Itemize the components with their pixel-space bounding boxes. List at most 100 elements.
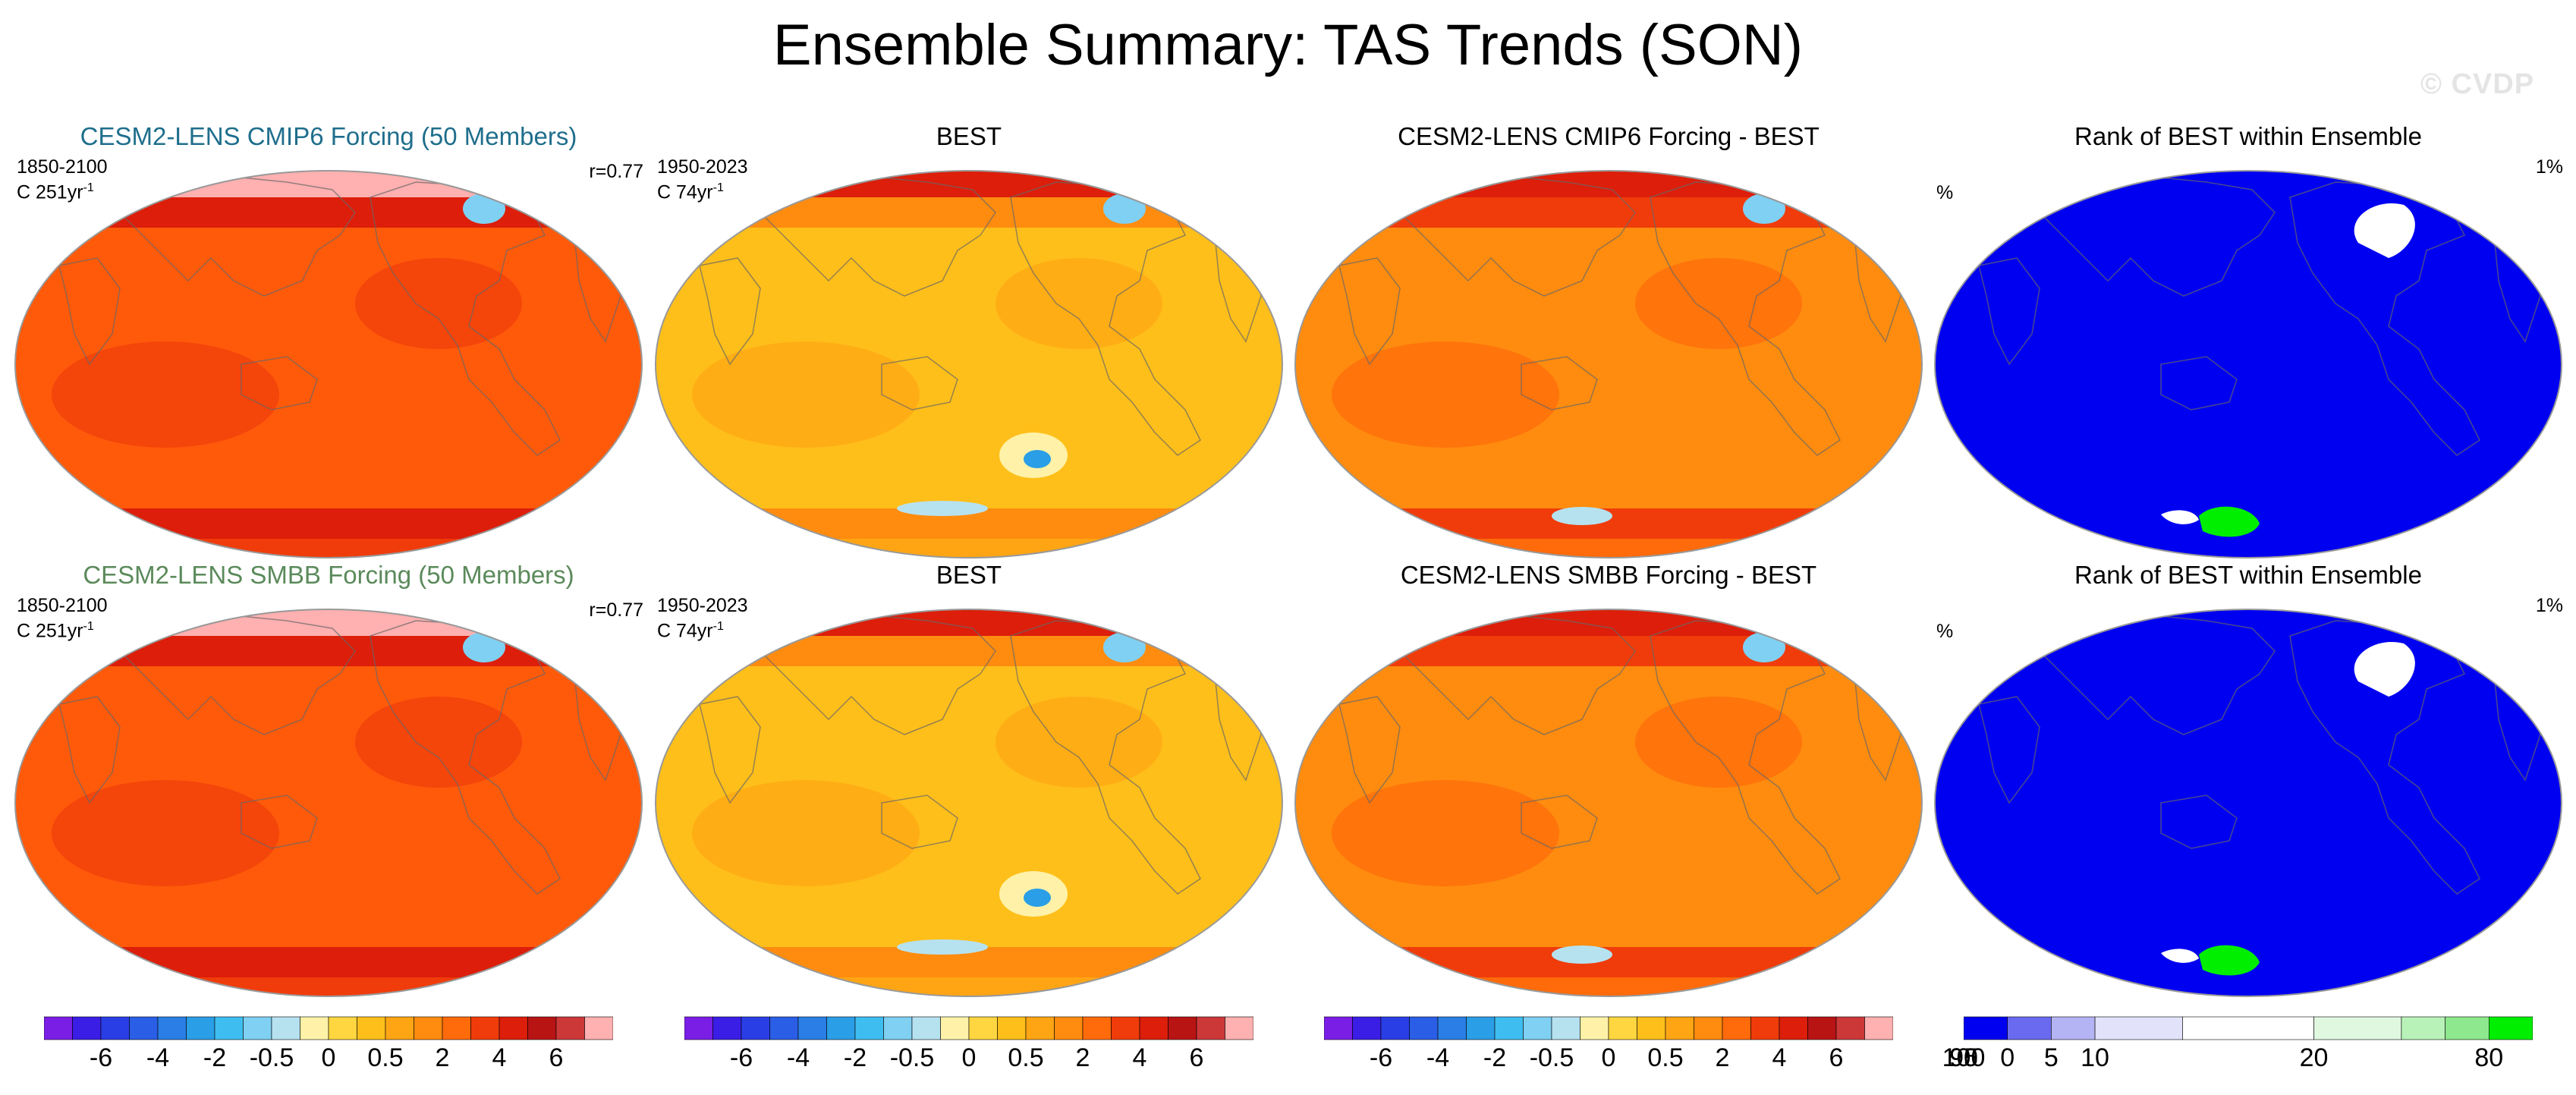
significance-label: 1% bbox=[2535, 595, 2563, 616]
colorbar-swatch bbox=[826, 1016, 856, 1040]
colorbar-tick: -6 bbox=[729, 1043, 753, 1072]
high-latitude-band bbox=[656, 636, 1282, 666]
colorbar-swatch bbox=[414, 1016, 443, 1040]
colorbar-tick: 10 bbox=[2081, 1043, 2109, 1072]
colorbar-swatch bbox=[1225, 1016, 1253, 1040]
arctic-band bbox=[1295, 171, 1922, 197]
trend-colorbar-3: -6 -4 -2 -0.5 0 0.5 2 4 6 bbox=[1324, 1015, 1893, 1087]
rank-white-patch bbox=[2161, 949, 2199, 963]
colorbar-tick: -4 bbox=[146, 1043, 170, 1072]
colorbar-swatch bbox=[2489, 1016, 2533, 1040]
panel-title: CESM2-LENS SMBB Forcing - BEST bbox=[1400, 561, 1817, 589]
southern-ocean-band bbox=[15, 508, 642, 539]
world-map bbox=[1934, 170, 2562, 559]
colorbar-tick: 0.5 bbox=[1008, 1043, 1044, 1072]
rank-high-region bbox=[2354, 203, 2415, 258]
colorbar-tick: 4 bbox=[1132, 1043, 1147, 1072]
colorbar-swatch bbox=[1835, 1016, 1865, 1040]
coastline bbox=[760, 612, 996, 735]
trend-colorbar-1: -6 -4 -2 -0.5 0 0.5 2 4 6 bbox=[44, 1015, 613, 1087]
coastline bbox=[2039, 612, 2276, 735]
world-map bbox=[655, 609, 1283, 997]
high-latitude-band bbox=[15, 197, 642, 228]
colorbar-swatch bbox=[499, 1016, 528, 1040]
tropical-feature bbox=[692, 341, 920, 448]
correlation-label: r=0.77 bbox=[589, 599, 643, 621]
colorbar-swatch bbox=[2182, 1016, 2314, 1040]
colorbar-tick: 5 bbox=[2043, 1043, 2059, 1072]
coastline bbox=[1338, 696, 1401, 804]
colorbar-swatch bbox=[44, 1016, 73, 1040]
rank-colorbar: 0 5 10 20 80 90 95 100 bbox=[1942, 1015, 2533, 1087]
map-panel-7: CESM2-LENS SMBB Forcing - BEST bbox=[1294, 560, 1923, 1015]
colorbar-swatch bbox=[2401, 1016, 2445, 1040]
cold-anomaly bbox=[1743, 632, 1785, 662]
arctic-band bbox=[15, 609, 642, 636]
continental-feature bbox=[995, 697, 1162, 788]
cooling-band bbox=[897, 939, 988, 955]
period-label: 1950-2023 bbox=[657, 156, 748, 178]
map-panel-4: Rank of BEST within Ensemble% 1% bbox=[1933, 121, 2563, 577]
map-panel-3: CESM2-LENS CMIP6 Forcing - BEST bbox=[1294, 121, 1923, 577]
colorbar-swatch bbox=[2007, 1016, 2052, 1040]
coastline bbox=[1978, 696, 2040, 804]
coastline bbox=[1338, 257, 1401, 366]
continental-feature bbox=[1635, 258, 1802, 349]
correlation-label: r=0.77 bbox=[589, 161, 643, 182]
map-border bbox=[14, 609, 643, 997]
coastline bbox=[699, 696, 761, 804]
coastline bbox=[241, 356, 318, 411]
map-panel-6: BEST 1950-2023 C 74yr-1 bbox=[654, 560, 1284, 1015]
cooling-band bbox=[1552, 507, 1612, 525]
colorbar-tick: 90 bbox=[1949, 1043, 1978, 1072]
units-exponent: -1 bbox=[83, 620, 94, 633]
coastline bbox=[1010, 620, 1201, 895]
map-border bbox=[14, 170, 643, 559]
colorbar-swatch bbox=[940, 1016, 970, 1040]
units-label: C 251yr-1 bbox=[17, 616, 94, 641]
cooling-region bbox=[1024, 889, 1051, 907]
coastline bbox=[119, 612, 356, 735]
colorbar-swatch bbox=[883, 1016, 913, 1040]
colorbar-swatch bbox=[1551, 1016, 1581, 1040]
colorbar-tick: 6 bbox=[1189, 1043, 1204, 1072]
colorbar-swatch bbox=[1139, 1016, 1168, 1040]
coastline bbox=[881, 356, 958, 411]
coastline bbox=[58, 257, 121, 366]
cold-anomaly bbox=[463, 194, 505, 224]
coastline bbox=[2160, 795, 2238, 849]
colorbar-swatch bbox=[72, 1016, 102, 1040]
coastline bbox=[58, 696, 121, 804]
units-label: C 74yr-1 bbox=[657, 616, 724, 641]
colorbar-swatch bbox=[1437, 1016, 1467, 1040]
colorbar-swatch bbox=[555, 1016, 585, 1040]
tropical-feature bbox=[1332, 341, 1559, 448]
colorbar-swatch bbox=[442, 1016, 471, 1040]
coastline bbox=[699, 257, 761, 366]
colorbar-tick: 4 bbox=[492, 1043, 507, 1072]
cold-anomaly bbox=[1103, 194, 1146, 224]
colorbar-tick: 2 bbox=[435, 1043, 450, 1072]
colorbar-swatch bbox=[712, 1016, 742, 1040]
colorbar-swatch bbox=[1807, 1016, 1837, 1040]
figure-title: Ensemble Summary: TAS Trends (SON) bbox=[772, 13, 1804, 77]
colorbar-swatch bbox=[328, 1016, 357, 1040]
map-panel-1: CESM2-LENS CMIP6 Forcing (50 Members) 185… bbox=[14, 121, 643, 577]
units-exponent: -1 bbox=[83, 181, 94, 194]
world-map bbox=[1294, 170, 1923, 559]
colorbar-tick: -0.5 bbox=[1529, 1043, 1574, 1072]
colorbar-swatch bbox=[1665, 1016, 1694, 1040]
arctic-band bbox=[656, 609, 1282, 636]
panel-title: Rank of BEST within Ensemble bbox=[2074, 122, 2422, 150]
cooling-band bbox=[897, 501, 988, 516]
colorbar-swatch bbox=[1409, 1016, 1439, 1040]
colorbar-swatch bbox=[1750, 1016, 1780, 1040]
colorbar-swatch bbox=[2445, 1016, 2490, 1040]
colorbar-swatch bbox=[1380, 1016, 1410, 1040]
colorbar-swatch bbox=[1025, 1016, 1055, 1040]
coastline bbox=[2039, 174, 2276, 297]
colorbar-swatch bbox=[385, 1016, 414, 1040]
coastline bbox=[1399, 174, 1636, 297]
world-map bbox=[655, 170, 1283, 559]
coastline bbox=[2289, 181, 2480, 456]
